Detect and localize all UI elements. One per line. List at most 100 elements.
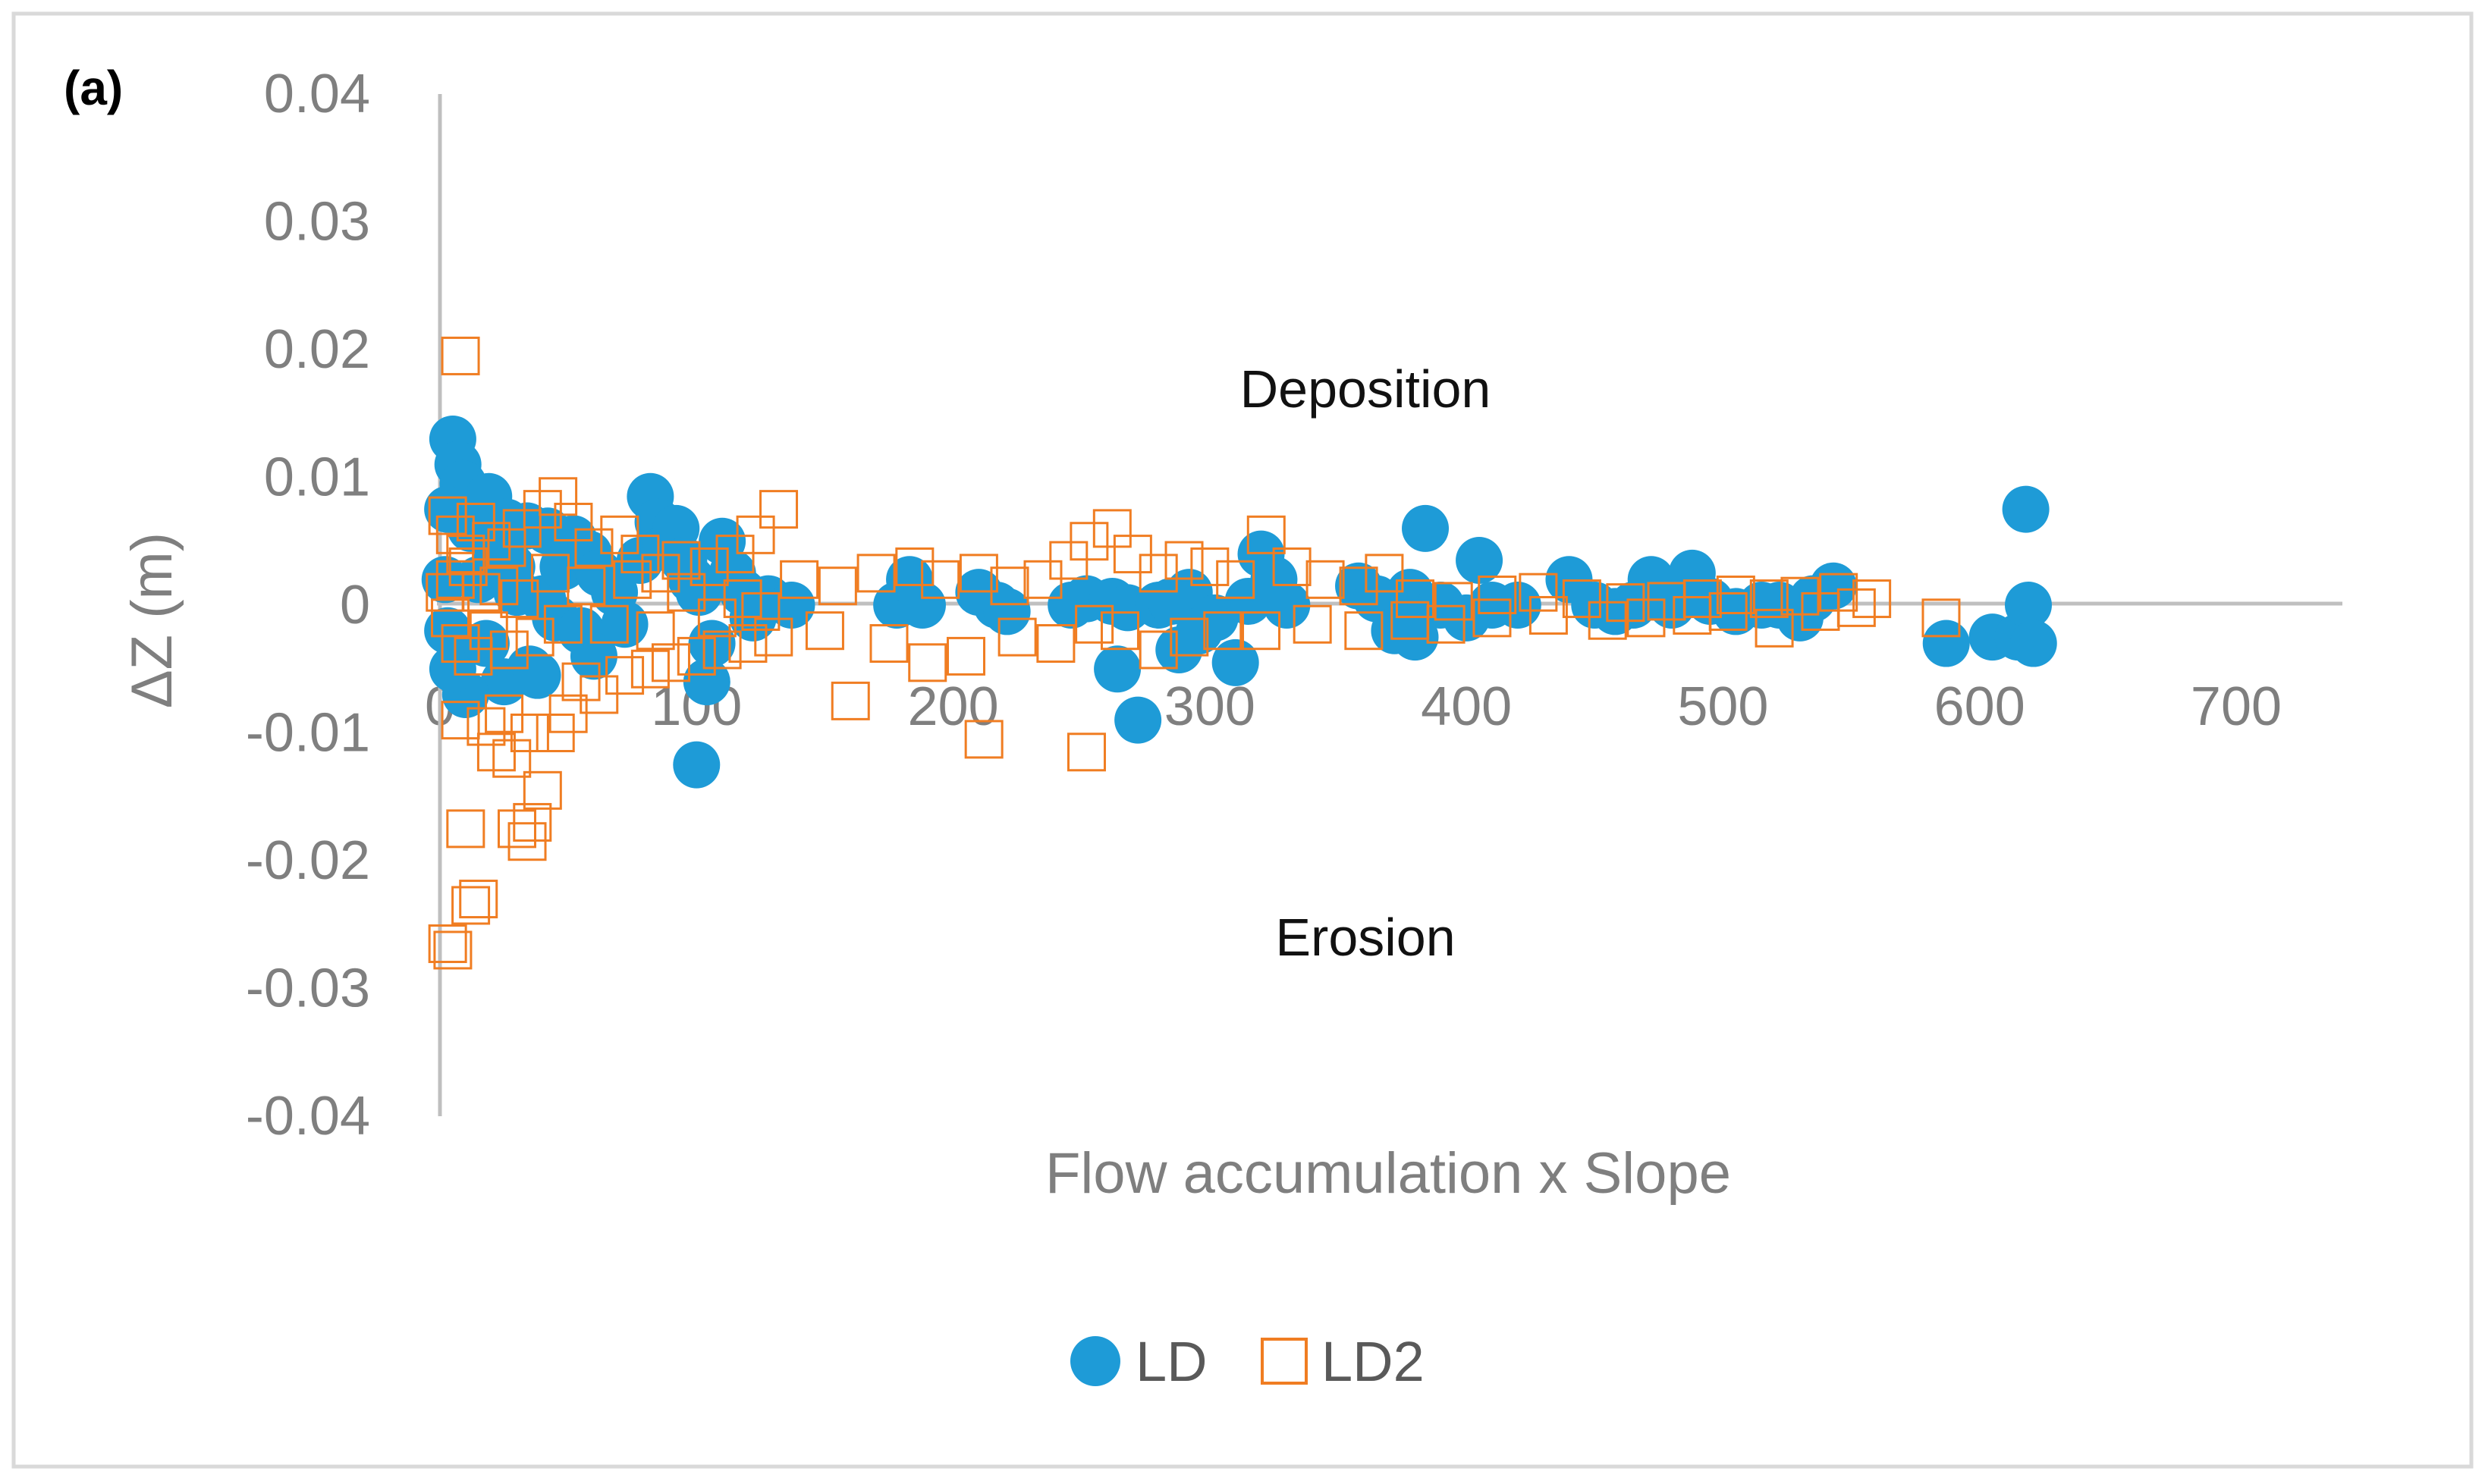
data-point-ld [1263, 582, 1311, 629]
data-point-ld2 [574, 528, 614, 567]
x-tick-label: 500 [1677, 676, 1768, 737]
legend-label-ld: LD [1136, 1330, 1208, 1393]
data-point-ld2 [1749, 579, 1789, 619]
data-point-ld [1922, 620, 1970, 667]
data-point-ld2 [1472, 598, 1512, 638]
data-point-ld2 [446, 809, 485, 849]
y-tick-label: -0.01 [246, 703, 370, 764]
x-axis-title: Flow accumulation x Slope [1045, 1141, 1731, 1206]
y-tick-label: -0.04 [246, 1086, 370, 1147]
data-point-ld2 [1216, 560, 1255, 599]
x-tick-label: 300 [1164, 676, 1255, 737]
data-point-ld [601, 601, 649, 648]
data-series [421, 336, 2057, 970]
data-point-ld2 [441, 336, 480, 375]
data-point-ld2 [869, 624, 909, 664]
data-point-ld2 [1588, 601, 1627, 640]
data-point-ld2 [1780, 576, 1820, 616]
legend-marker-ld [1070, 1336, 1120, 1386]
data-point-ld2 [1716, 576, 1755, 615]
data-point-ld [1211, 638, 1259, 686]
data-point-ld [983, 588, 1031, 635]
data-point-ld2 [736, 515, 775, 554]
y-tick-label: 0.02 [264, 319, 370, 380]
data-point-ld2 [1478, 576, 1517, 615]
data-point-ld [673, 741, 721, 789]
data-point-ld2 [1708, 591, 1748, 631]
annotation-erosion: Erosion [1275, 908, 1455, 967]
data-point-ld2 [1242, 611, 1281, 651]
data-point-ld2 [667, 573, 706, 612]
data-point-ld2 [500, 579, 539, 619]
data-point-ld2 [990, 566, 1029, 606]
y-tick-labels: 0.04 0.03 0.02 0.01 0 -0.01 -0.02 -0.03 -0.04 [246, 64, 370, 1147]
data-point-ld2 [1070, 522, 1109, 561]
data-point-ld2 [539, 477, 578, 516]
data-point-ld2 [441, 624, 480, 664]
data-point-ld2 [513, 802, 552, 842]
data-point-ld2 [567, 566, 606, 606]
data-point-ld2 [479, 566, 519, 606]
y-tick-label: 0.01 [264, 447, 370, 508]
data-point-ld2 [1852, 579, 1892, 619]
data-point-ld2 [690, 547, 729, 586]
data-point-ld2 [472, 522, 511, 561]
data-point-ld2 [831, 681, 870, 720]
data-point-ld2 [1434, 582, 1473, 621]
data-point-ld2 [702, 630, 742, 670]
data-point-ld [2009, 620, 2057, 667]
data-point-ld [1494, 582, 1541, 629]
data-point-ld2 [805, 611, 844, 651]
data-point-ld2 [1626, 598, 1666, 638]
series-ld2 [426, 336, 1961, 970]
data-point-ld2 [946, 636, 985, 676]
data-point-ld2 [908, 643, 947, 682]
data-point-ld [514, 651, 561, 699]
data-point-ld2 [1272, 547, 1312, 586]
data-point-ld2 [428, 924, 467, 964]
data-point-ld2 [451, 886, 491, 925]
data-point-ld2 [1426, 604, 1466, 644]
x-tick-label: 200 [908, 676, 999, 737]
y-tick-label: -0.03 [246, 958, 370, 1019]
data-point-ld2 [1519, 573, 1558, 612]
data-point-ld2 [856, 554, 896, 593]
data-point-ld2 [1139, 554, 1178, 593]
annotation-deposition: Deposition [1240, 359, 1491, 419]
data-point-ld2 [1365, 554, 1404, 593]
data-point-ld2 [636, 611, 675, 651]
data-point-ld2 [728, 624, 768, 664]
data-point-ld2 [964, 720, 1004, 759]
data-point-ld2 [589, 604, 629, 644]
y-tick-label: 0.03 [264, 192, 370, 253]
data-point-ld2 [1293, 604, 1332, 644]
data-point-ld [1402, 504, 1450, 552]
data-point-ld2 [1170, 617, 1209, 657]
panel-label: (a) [64, 61, 123, 115]
data-point-ld [424, 607, 472, 654]
data-point-ld2 [523, 490, 562, 529]
data-point-ld2 [435, 560, 475, 599]
data-point-ld2 [1203, 611, 1242, 651]
data-point-ld2 [1682, 579, 1722, 619]
data-point-ld2 [433, 930, 473, 970]
y-axis-title: ΔZ (m) [120, 532, 184, 708]
data-point-ld2 [1528, 595, 1568, 635]
data-point-ld2 [431, 598, 470, 638]
data-point-ld2 [1755, 608, 1794, 648]
legend-marker-ld2 [1261, 1338, 1308, 1385]
data-point-ld2 [485, 694, 524, 733]
data-point-ld2 [1921, 598, 1961, 638]
data-point-ld2 [1305, 560, 1345, 599]
data-point-ld2 [459, 880, 498, 919]
data-point-ld [2004, 582, 2052, 629]
data-point-ld2 [1164, 541, 1204, 580]
data-point-ld2 [1092, 509, 1132, 548]
data-point-ld [1094, 645, 1142, 693]
data-point-ld [1114, 696, 1162, 744]
data-point-ld2 [605, 656, 645, 695]
data-point-ld2 [921, 560, 960, 599]
data-point-ld [898, 582, 946, 629]
data-point-ld2 [613, 560, 652, 599]
data-point-ld [421, 556, 469, 604]
